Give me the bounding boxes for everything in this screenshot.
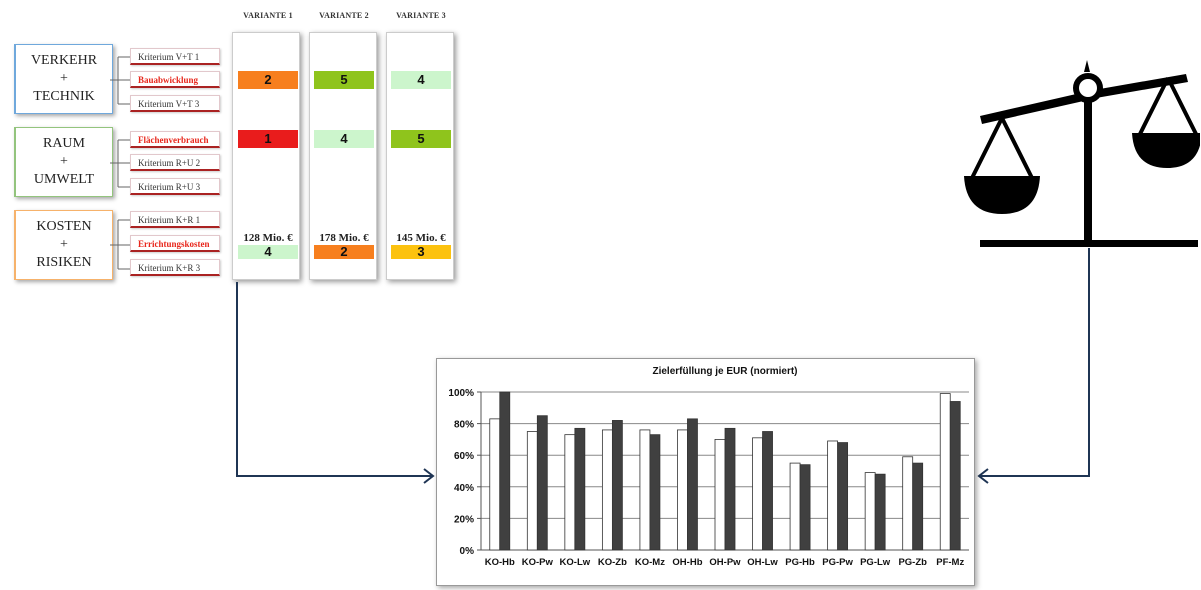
x-tick-label: KO-Zb	[598, 557, 627, 568]
bar	[837, 442, 849, 551]
bar	[677, 429, 688, 551]
y-tick-label: 40%	[454, 483, 474, 494]
bar	[902, 456, 914, 551]
x-tick-label: OH-Pw	[709, 557, 741, 568]
x-tick-label: KO-Pw	[522, 557, 554, 568]
bar	[564, 434, 576, 551]
criterion-vt1: Kriterium V+T 1	[130, 48, 220, 65]
y-tick-label: 100%	[448, 388, 474, 399]
rating-cell: 4	[391, 71, 451, 89]
x-tick-label: KO-Mz	[635, 557, 665, 568]
bar	[489, 418, 501, 551]
category-box-verkehr-technik: VERKEHR + TECHNIK	[14, 44, 113, 114]
rating-cell: 4	[238, 245, 298, 259]
bar	[864, 472, 876, 551]
category-line: RAUM	[42, 136, 85, 151]
bar	[639, 429, 651, 551]
criterion-errichtungskosten: Errichtungskosten	[130, 235, 220, 252]
chart-title: Zielerfüllung je EUR (normiert)	[652, 366, 797, 377]
x-tick-label: PG-Hb	[785, 557, 815, 568]
category-line: UMWELT	[33, 172, 95, 187]
bar	[499, 391, 511, 551]
category-line: VERKEHR	[30, 53, 98, 68]
bar	[827, 440, 839, 551]
category-box-raum-umwelt: RAUM + UMWELT	[14, 127, 113, 197]
chart-panel: Zielerfüllung je EUR (normiert) 0% 20% 40% 6…	[436, 358, 975, 586]
bar	[601, 429, 613, 551]
bar	[536, 415, 548, 551]
bar	[526, 431, 538, 551]
bar	[714, 439, 726, 551]
x-tick-label: PG-Pw	[822, 557, 853, 568]
bar	[611, 420, 623, 551]
arrow-left	[236, 282, 432, 477]
arrow-right	[980, 248, 1090, 477]
y-tick-label: 60%	[454, 451, 474, 462]
bar	[799, 464, 811, 551]
bar	[687, 418, 698, 551]
bar	[762, 431, 773, 551]
balance-scale-icon	[964, 60, 1200, 247]
category-line: +	[60, 237, 68, 252]
bar	[724, 427, 736, 551]
x-tick-label: KO-Lw	[560, 557, 591, 568]
bar	[949, 401, 961, 551]
category-line: KOSTEN	[36, 219, 92, 234]
y-tick-label: 80%	[454, 420, 474, 431]
bar	[574, 427, 586, 551]
category-line: +	[60, 154, 68, 169]
variant-header: VARIANTE 1	[243, 11, 293, 20]
criterion-flaechenverbrauch: Flächenverbrauch	[130, 131, 220, 148]
criterion-ru3: Kriterium R+U 3	[130, 178, 220, 195]
criterion-kr1: Kriterium K+R 1	[130, 211, 220, 228]
bar	[912, 462, 924, 551]
rating-cell: 2	[238, 71, 298, 89]
bar	[939, 393, 951, 551]
criterion-bauabwicklung: Bauabwicklung	[130, 71, 220, 88]
variant-header: VARIANTE 3	[396, 11, 446, 20]
bar	[789, 462, 801, 551]
criterion-vt3: Kriterium V+T 3	[130, 95, 220, 112]
x-tick-label: OH-Lw	[747, 557, 778, 568]
bar	[752, 437, 763, 551]
bar	[874, 473, 886, 551]
category-line: RISIKEN	[36, 255, 92, 270]
rating-cell: 5	[314, 71, 374, 89]
x-tick-label: PF-Mz	[936, 557, 964, 568]
x-tick-label: KO-Hb	[485, 557, 515, 568]
variant-header: VARIANTE 2	[319, 11, 369, 20]
x-tick-label: PG-Lw	[860, 557, 891, 568]
category-line: TECHNIK	[33, 89, 95, 104]
rating-cell: 3	[391, 245, 451, 259]
rating-cell: 2	[314, 245, 374, 259]
cost-label: 145 Mio. €	[396, 232, 446, 244]
category-box-kosten-risiken: KOSTEN + RISIKEN	[14, 210, 113, 280]
x-tick-label: PG-Zb	[898, 557, 927, 568]
rating-cell: 5	[391, 130, 451, 148]
cost-label: 178 Mio. €	[319, 232, 369, 244]
y-tick-label: 0%	[460, 546, 475, 557]
rating-cell: 1	[238, 130, 298, 148]
connector-lines	[110, 56, 130, 270]
y-tick-label: 20%	[454, 514, 474, 525]
bar-chart: Zielerfüllung je EUR (normiert) 0% 20% 40% 6…	[448, 366, 969, 568]
bar	[649, 434, 661, 551]
x-tick-label: OH-Hb	[672, 557, 702, 568]
rating-cell: 4	[314, 130, 374, 148]
category-line: +	[60, 71, 68, 86]
criterion-ru2: Kriterium R+U 2	[130, 154, 220, 171]
cost-label: 128 Mio. €	[243, 232, 293, 244]
criterion-kr3: Kriterium K+R 3	[130, 259, 220, 276]
